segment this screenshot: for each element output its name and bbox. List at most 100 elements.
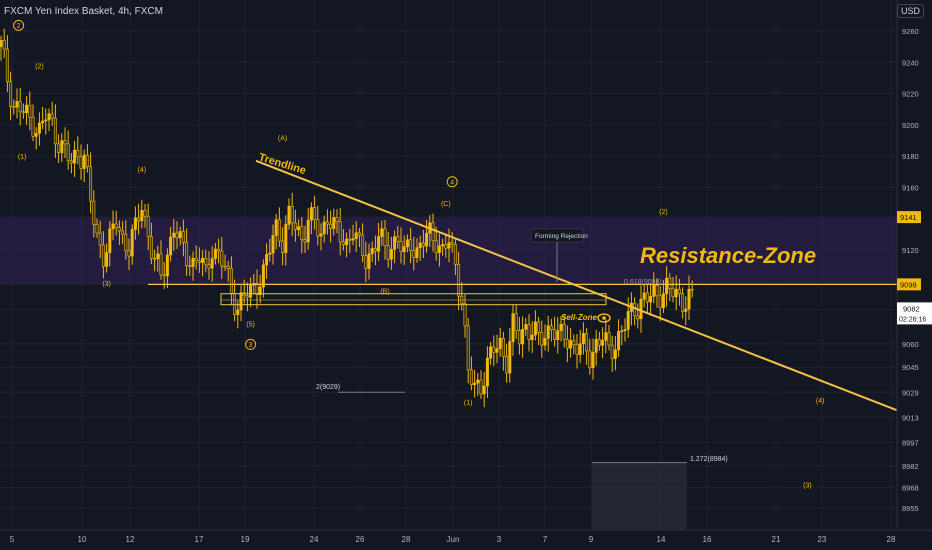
- wave-labels: 2 (2) (1) (4) (3) (A) 4 (C) (B) (5) 3 (2) (1) (4) (3): [13, 19, 825, 490]
- candle: [79, 156, 83, 169]
- candle: [335, 217, 339, 222]
- candle: [34, 133, 38, 137]
- candle: [226, 265, 230, 269]
- candle: [351, 238, 355, 241]
- y-tick-label: 9260: [902, 27, 919, 36]
- candle: [101, 244, 105, 267]
- candle: [421, 242, 425, 247]
- candle: [674, 288, 678, 298]
- candle: [665, 277, 669, 295]
- candle: [98, 232, 102, 246]
- wave-label: (3): [102, 281, 111, 288]
- candle: [162, 274, 166, 277]
- x-tick-label: 28: [402, 535, 411, 544]
- y-tick-label: 8955: [902, 504, 919, 513]
- fib-0618-label: 0.618(9098): [624, 279, 662, 286]
- candle: [290, 205, 294, 224]
- y-tick-label: 9160: [902, 183, 919, 192]
- x-tick-label: 7: [543, 535, 548, 544]
- candle: [89, 166, 93, 202]
- price-tag-text: 9098: [900, 280, 917, 289]
- candle: [213, 248, 217, 259]
- candle: [572, 340, 576, 345]
- candle: [105, 252, 109, 267]
- candle: [687, 288, 691, 310]
- candle: [345, 238, 349, 246]
- candle: [66, 143, 70, 162]
- x-tick-label: 10: [78, 535, 87, 544]
- candle: [354, 232, 358, 240]
- candle: [185, 242, 189, 266]
- overlays: Trendline Resistance-Zone Sell-Zone Forming…: [148, 151, 928, 530]
- candle: [671, 288, 675, 298]
- wave-label: (3): [803, 483, 812, 490]
- candle: [479, 379, 483, 395]
- wave-label: 4: [450, 179, 454, 186]
- candle: [473, 382, 477, 386]
- candle: [514, 313, 518, 331]
- candle: [204, 258, 208, 266]
- candle: [60, 140, 64, 154]
- price-tag-text: 9141: [900, 213, 917, 222]
- candle: [137, 217, 141, 222]
- candle: [530, 334, 534, 340]
- candle: [684, 308, 688, 312]
- currency-badge[interactable]: USD: [896, 4, 924, 18]
- wave-label: (2): [35, 64, 44, 71]
- candle: [149, 236, 153, 259]
- candle: [546, 325, 550, 339]
- candle: [485, 357, 489, 387]
- candle: [617, 331, 621, 351]
- y-tick-label: 9060: [902, 340, 919, 349]
- candle: [117, 227, 121, 232]
- candle: [549, 325, 553, 330]
- candle: [556, 330, 560, 340]
- candle: [303, 239, 307, 243]
- candle: [57, 143, 61, 154]
- candle: [194, 258, 198, 262]
- candle: [409, 239, 413, 251]
- candle: [661, 293, 665, 309]
- candle: [309, 207, 313, 221]
- candle: [495, 348, 499, 353]
- x-tick-label: 19: [241, 535, 250, 544]
- candle: [457, 264, 461, 297]
- candle: [341, 241, 345, 246]
- candle: [210, 258, 214, 269]
- candle: [521, 328, 525, 345]
- candle: [607, 332, 611, 346]
- candle: [169, 236, 173, 256]
- candle: [53, 117, 57, 145]
- candle: [338, 221, 342, 243]
- candle: [153, 257, 157, 260]
- candle: [450, 242, 454, 245]
- candle: [73, 149, 77, 164]
- candle: [156, 253, 160, 260]
- candle: [261, 264, 265, 288]
- candle: [207, 264, 211, 269]
- candle: [140, 210, 144, 222]
- candle: [165, 254, 169, 277]
- candle: [383, 228, 387, 247]
- candle: [681, 293, 685, 312]
- wave-label: (2): [659, 209, 668, 216]
- forming-rejection-label: Forming Rejection: [535, 233, 588, 240]
- x-tick-label: 28: [887, 535, 896, 544]
- eye-icon: [597, 313, 611, 323]
- candle: [191, 258, 195, 267]
- candle: [146, 215, 150, 237]
- candle: [50, 113, 54, 119]
- y-tick-label: 9200: [902, 121, 919, 130]
- candle: [28, 104, 32, 118]
- x-tick-label: 3: [497, 535, 502, 544]
- candle: [114, 223, 118, 229]
- candle: [357, 232, 361, 236]
- candle: [245, 295, 249, 298]
- candle: [444, 244, 448, 249]
- candle: [690, 288, 694, 291]
- wave-label: (4): [816, 398, 825, 405]
- wave-label-circle: [446, 176, 458, 188]
- candle: [658, 295, 662, 309]
- price-tag-lower: [897, 278, 921, 291]
